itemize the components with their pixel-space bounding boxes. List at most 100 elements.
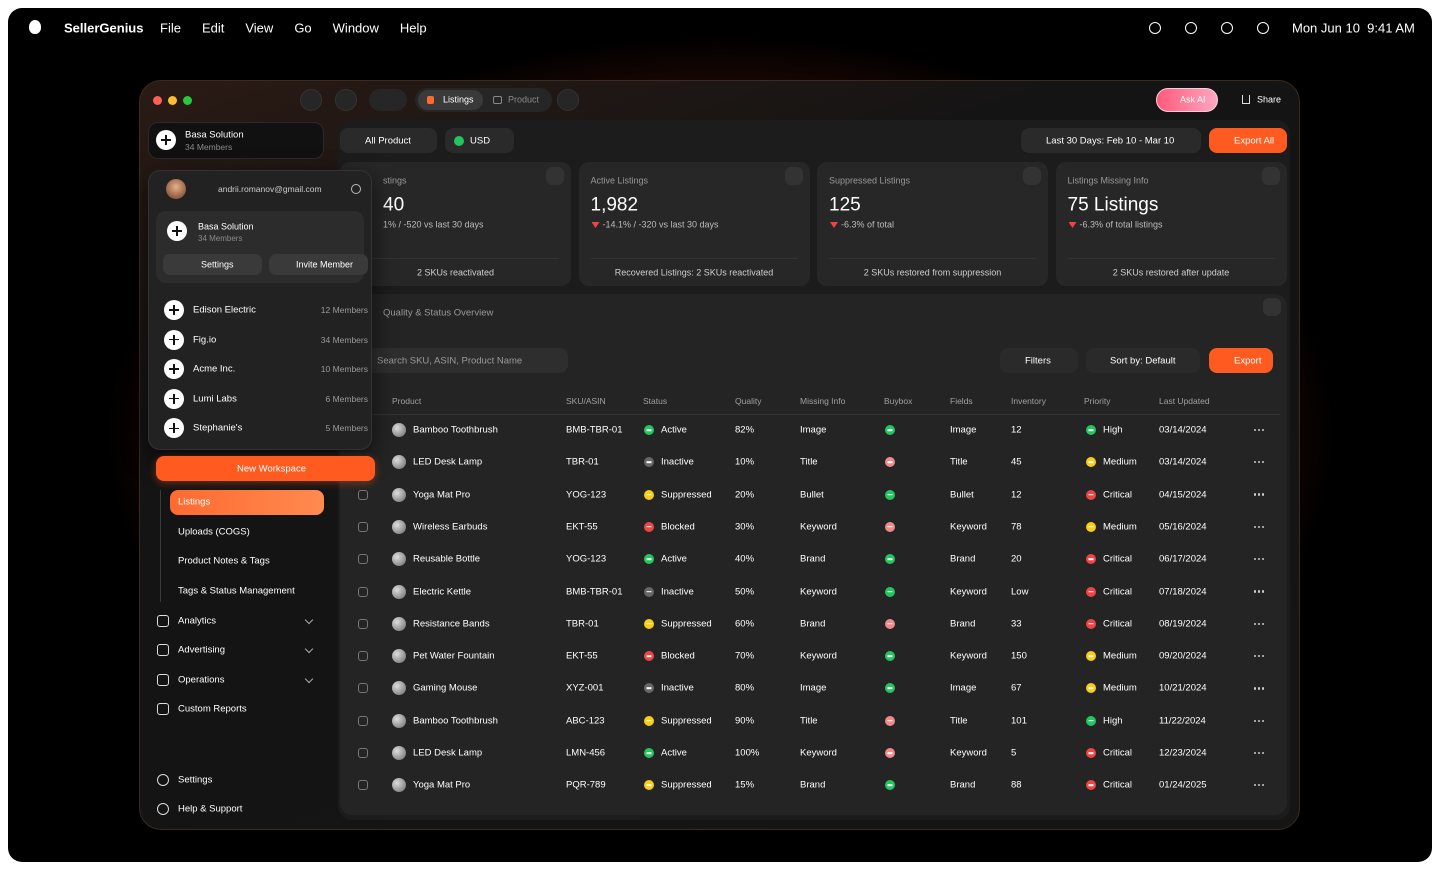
sidebar-toggle[interactable] [300, 89, 322, 111]
fields: Keyword [950, 585, 987, 597]
more-dot [1257, 461, 1261, 464]
workspace-item[interactable]: Lumi Labs [193, 393, 237, 405]
row-checkbox[interactable] [358, 748, 368, 758]
filters-button[interactable] [1000, 348, 1078, 373]
priority-icon [1086, 618, 1096, 629]
date-filter[interactable] [1021, 128, 1201, 153]
nav-item[interactable]: Uploads (COGS) [178, 526, 250, 538]
tab[interactable]: Product [508, 94, 540, 105]
workspace-item[interactable]: Fig.io [193, 333, 217, 345]
sort-label[interactable]: Sort by: Default [1110, 354, 1176, 366]
card-title: Active Listings [590, 175, 649, 186]
invite-button[interactable] [269, 254, 368, 275]
date-label[interactable]: Last 30 Days: Feb 10 - Mar 10 [1046, 134, 1175, 146]
row-checkbox[interactable] [358, 554, 368, 565]
export-label[interactable]: Export [1234, 354, 1262, 366]
currency-label[interactable]: USD [470, 134, 491, 146]
footer-item[interactable]: Help & Support [178, 803, 243, 815]
settings-button[interactable] [163, 254, 262, 275]
row-checkbox[interactable] [358, 651, 368, 662]
export-all-label[interactable]: Export All [1234, 134, 1275, 146]
down-arrow [1068, 222, 1077, 228]
column-header[interactable]: Fields [950, 395, 973, 406]
last-updated: 06/17/2024 [1159, 553, 1207, 565]
more-dot [1257, 719, 1261, 722]
buybox-icon [885, 683, 895, 694]
refresh-button[interactable] [335, 89, 357, 111]
column-header[interactable]: Inventory [1011, 395, 1046, 406]
expand-button[interactable] [1023, 167, 1041, 185]
row-checkbox[interactable] [358, 683, 368, 694]
nav-section[interactable]: Custom Reports [178, 703, 247, 715]
workspace-item[interactable]: Edison Electric [193, 304, 256, 316]
row-checkbox[interactable] [358, 586, 368, 597]
ask-ai-label[interactable]: Ask AI [1180, 94, 1206, 105]
buybox-icon [885, 715, 895, 726]
nav-arrows[interactable] [369, 89, 407, 111]
tab-active[interactable] [418, 90, 483, 110]
menu-item[interactable]: Help [399, 20, 427, 36]
inventory: 101 [1011, 714, 1027, 726]
inventory: 78 [1011, 521, 1022, 533]
tab[interactable]: Listings [443, 94, 474, 105]
card-value: 125 [829, 194, 861, 216]
new-workspace-label[interactable]: New Workspace [237, 462, 306, 474]
nav-section[interactable]: Analytics [178, 615, 217, 627]
workspace-item[interactable]: Acme Inc. [193, 363, 236, 375]
column-header[interactable]: Last Updated [1159, 395, 1210, 406]
new-workspace-button[interactable] [156, 456, 375, 481]
product-filter-label[interactable]: All Product [365, 134, 411, 146]
column-header[interactable]: Product [392, 395, 422, 406]
sku: BMB-TBR-01 [566, 424, 623, 436]
last-updated: 09/20/2024 [1159, 650, 1207, 662]
nav-section[interactable]: Advertising [178, 644, 225, 656]
menu-item[interactable]: Go [294, 20, 312, 36]
column-header[interactable]: Priority [1084, 395, 1111, 406]
expand-button[interactable] [1263, 298, 1281, 316]
column-header[interactable]: Quality [735, 395, 762, 406]
nav-item[interactable]: Tags & Status Management [178, 585, 295, 597]
status: Active [661, 424, 687, 436]
priority: Critical [1103, 553, 1133, 565]
export-button[interactable] [1209, 348, 1273, 373]
invite-label[interactable]: Invite Member [296, 259, 354, 269]
priority: Medium [1103, 682, 1137, 694]
row-checkbox[interactable] [358, 489, 368, 500]
row-checkbox[interactable] [358, 715, 368, 726]
nav-item[interactable]: Listings [178, 496, 211, 508]
filters-label[interactable]: Filters [1025, 354, 1051, 366]
search-input[interactable] [362, 348, 568, 373]
column-header[interactable]: Missing Info [800, 395, 846, 406]
menu-item[interactable]: Edit [201, 20, 225, 36]
nav-section[interactable]: Operations [178, 674, 225, 686]
user-avatar [166, 179, 186, 199]
expand-button[interactable] [1261, 167, 1280, 185]
menu-item[interactable]: Window [332, 20, 379, 36]
new-tab[interactable] [557, 89, 579, 111]
status-icon [644, 748, 654, 758]
share-label[interactable]: Share [1257, 94, 1282, 105]
nav-active[interactable] [170, 490, 324, 515]
expand-button[interactable] [784, 167, 803, 185]
column-header[interactable]: Status [643, 395, 668, 406]
row-checkbox[interactable] [358, 618, 368, 629]
sort-button[interactable] [1086, 348, 1200, 373]
settings-label[interactable]: Settings [201, 259, 234, 269]
menu-item[interactable]: File [160, 20, 181, 36]
more-dot [1261, 784, 1265, 787]
column-header[interactable]: SKU/ASIN [566, 395, 606, 406]
workspace-item[interactable]: Stephanie's [193, 422, 243, 434]
nav-item[interactable]: Product Notes & Tags [178, 555, 270, 567]
workspace-selector[interactable] [148, 122, 324, 159]
row-checkbox[interactable] [358, 780, 368, 791]
row-checkbox[interactable] [358, 521, 368, 532]
footer-item[interactable]: Settings [178, 774, 213, 786]
expand-button[interactable] [546, 167, 564, 185]
ask-ai-button[interactable] [1156, 88, 1218, 112]
current-name: Basa Solution [198, 221, 254, 232]
column-header[interactable]: Buybox [884, 395, 913, 406]
status: Suppressed [661, 714, 712, 726]
export-all-button[interactable] [1209, 128, 1287, 153]
product-filter[interactable] [340, 128, 437, 153]
menu-item[interactable]: View [245, 20, 274, 36]
